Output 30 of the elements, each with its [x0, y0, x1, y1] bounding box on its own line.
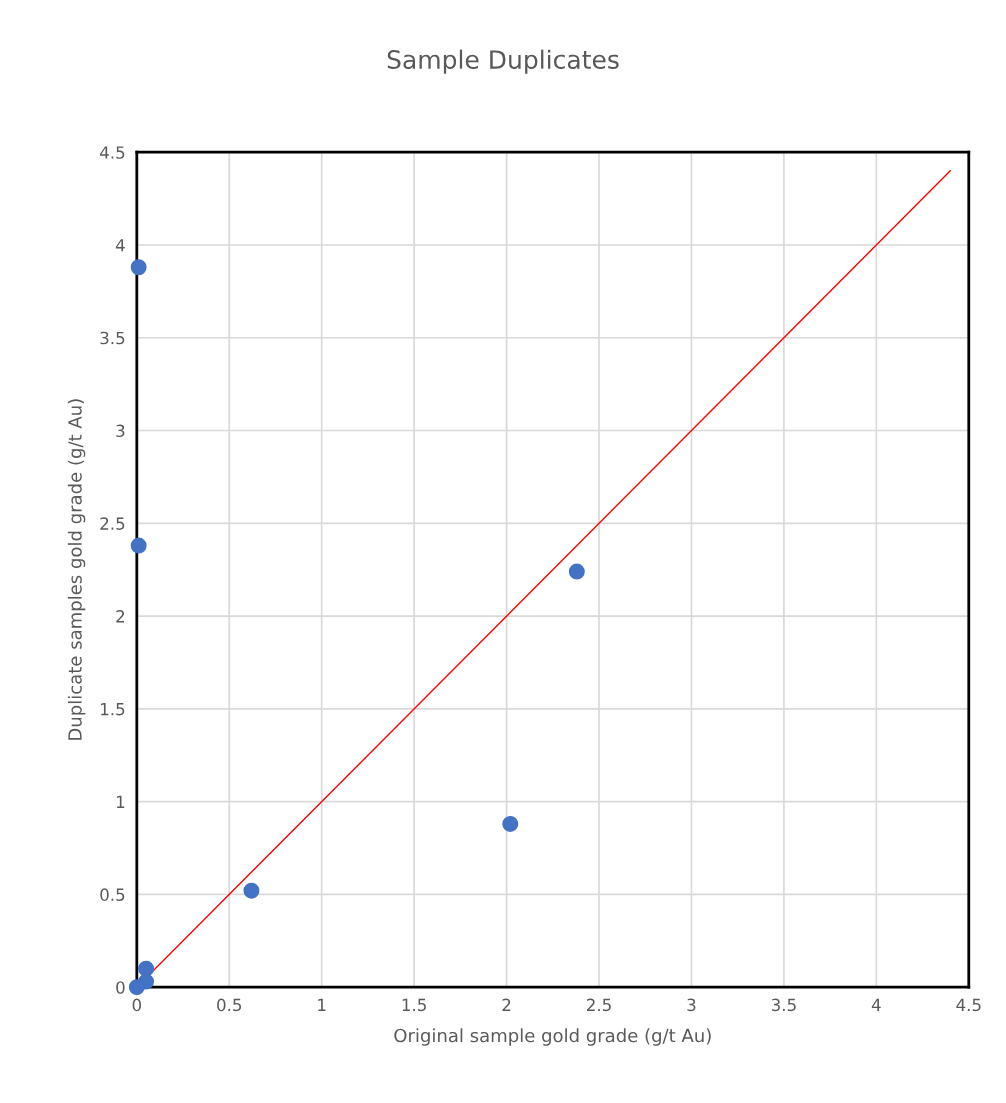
point — [130, 537, 147, 554]
x-tick-label: 1.5 — [402, 998, 426, 1012]
chart-title: Sample Duplicates — [387, 49, 619, 74]
y-tick-label: 0.5 — [100, 888, 125, 901]
x-tick-label: 3.5 — [771, 998, 796, 1012]
x-tick-label: 0.5 — [217, 998, 242, 1012]
x-tick-label: 2 — [502, 998, 511, 1011]
x-tick-label: 1 — [318, 998, 326, 1011]
x-tick-label: 3 — [687, 998, 696, 1012]
point — [128, 979, 145, 996]
x-axis-title: Original sample gold grade (g/t Au) — [394, 1028, 711, 1046]
y-tick-label: 4.5 — [100, 146, 125, 159]
y-tick-label: 1.5 — [101, 703, 125, 716]
y-tick-label: 2.5 — [100, 517, 125, 530]
x-tick-label: 4.5 — [956, 998, 981, 1012]
x-tick-label: 2.5 — [586, 998, 611, 1012]
point — [502, 815, 519, 832]
x-tick-label: 4 — [871, 998, 881, 1011]
y-tick-label: 2 — [116, 610, 125, 623]
y-tick-label: 1 — [116, 795, 125, 808]
y-tick-label: 3 — [116, 424, 125, 438]
point — [130, 259, 147, 276]
point — [243, 882, 260, 899]
y-tick-label: 3.5 — [100, 331, 125, 345]
point — [568, 563, 585, 580]
y-tick-label: 4 — [115, 239, 125, 252]
y-axis-title: Duplicate samples gold grade (g/t Au) — [67, 399, 86, 740]
point — [138, 960, 155, 977]
x-tick-label: 0 — [132, 998, 142, 1012]
y-tick-label: 0 — [116, 981, 125, 994]
